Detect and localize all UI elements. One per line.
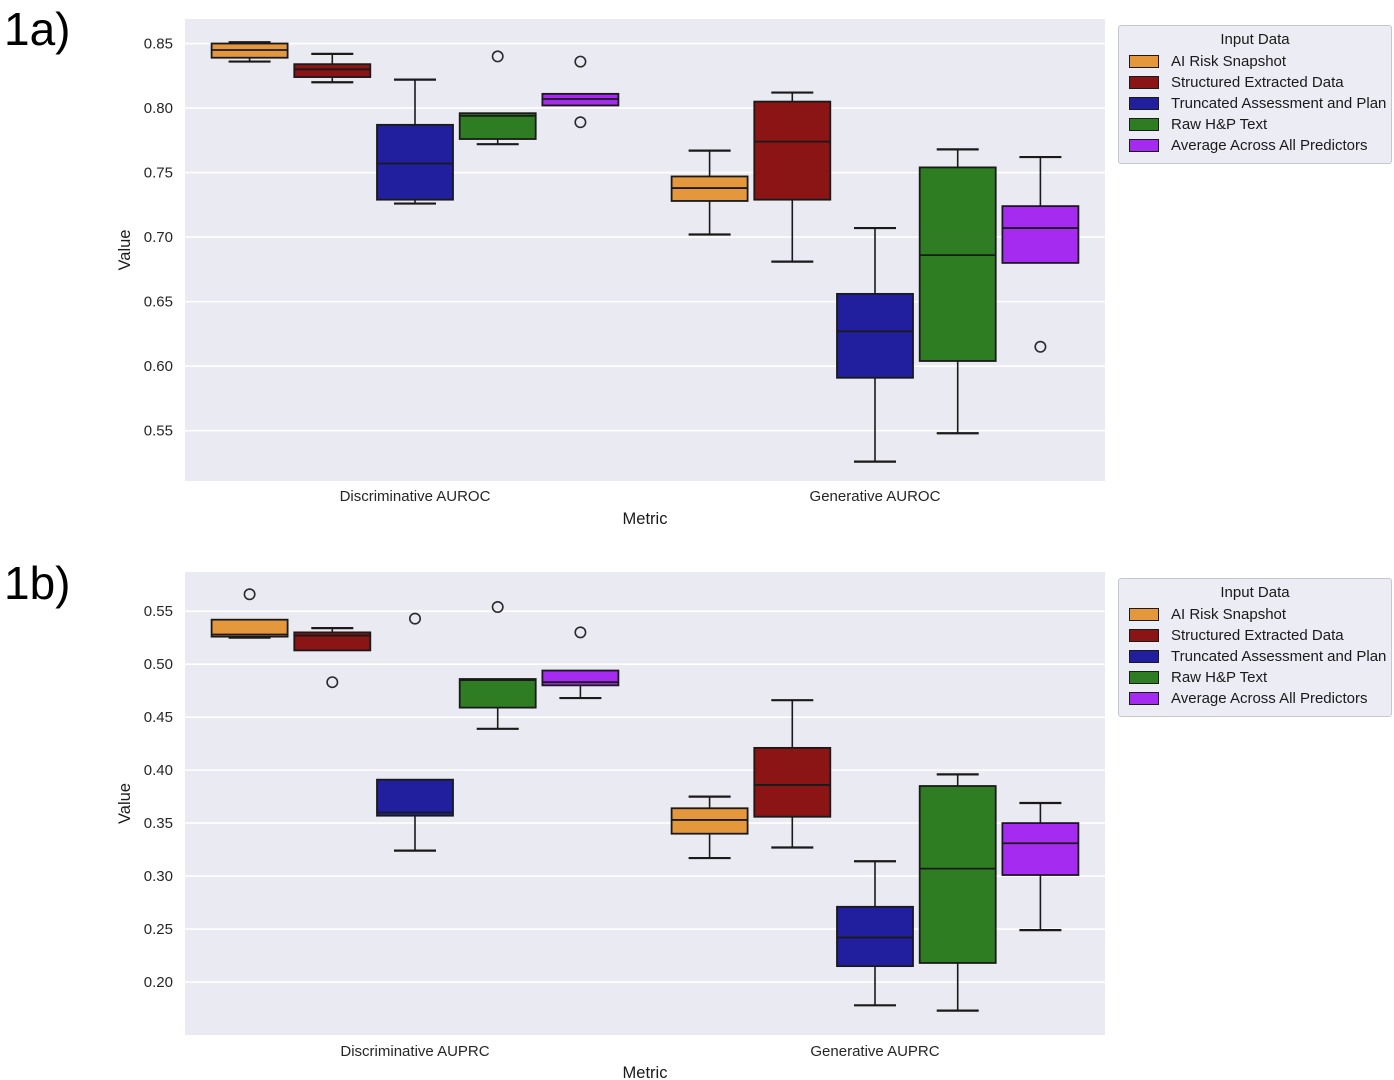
box-truncated-assessment-and-plan-discriminative-auroc	[376, 78, 454, 205]
legend-swatch	[1129, 97, 1159, 110]
legend-rows: AI Risk Snapshot Structured Extracted Dat…	[1129, 51, 1386, 156]
legend-swatch	[1129, 608, 1159, 621]
outlier-marker	[1034, 340, 1047, 353]
legend-item-label: Raw H&P Text	[1171, 669, 1268, 686]
outlier-marker	[326, 676, 339, 689]
legend-item: Truncated Assessment and Plan	[1129, 646, 1386, 667]
legend-item-label: Truncated Assessment and Plan	[1171, 648, 1387, 665]
box-raw-h-p-text-generative-auroc	[918, 148, 997, 435]
box-truncated-assessment-and-plan-discriminative-auprc	[376, 612, 454, 852]
box-ai-risk-snapshot-generative-auprc	[670, 795, 749, 860]
legend-swatch	[1129, 692, 1159, 705]
y-tick-label: 0.55	[144, 423, 173, 440]
x-tick-label: Discriminative AUROC	[340, 488, 491, 505]
box-structured-extracted-data-discriminative-auroc	[293, 52, 372, 84]
y-tick-label: 0.30	[144, 868, 173, 885]
box-average-across-all-predictors-discriminative-auprc	[541, 626, 620, 700]
legend-item-label: Structured Extracted Data	[1171, 627, 1344, 644]
y-axis-title: Value	[116, 230, 134, 271]
legend-swatch	[1129, 55, 1159, 68]
legend-item-label: AI Risk Snapshot	[1171, 606, 1287, 623]
y-tick-label: 0.70	[144, 229, 173, 246]
outlier-marker	[491, 50, 504, 63]
legend-item-label: Raw H&P Text	[1171, 116, 1268, 133]
y-tick-label: 0.50	[144, 656, 173, 673]
panel-label-1a: 1a)	[4, 3, 71, 55]
legend-item-label: Average Across All Predictors	[1171, 137, 1368, 154]
box-average-across-all-predictors-generative-auprc	[1001, 801, 1080, 932]
legend-item-label: AI Risk Snapshot	[1171, 53, 1287, 70]
legend-swatch	[1129, 139, 1159, 152]
x-tick-label: Generative AUPRC	[810, 1043, 939, 1060]
legend-item: Structured Extracted Data	[1129, 72, 1381, 93]
legend-item: Structured Extracted Data	[1129, 625, 1381, 646]
box-average-across-all-predictors-discriminative-auroc	[541, 55, 620, 129]
legend-rows: AI Risk Snapshot Structured Extracted Dat…	[1129, 604, 1386, 709]
outlier-marker	[408, 612, 421, 625]
legend-panel-1b: Input Data AI Risk Snapshot Structured Ex…	[1118, 578, 1392, 717]
box-raw-h-p-text-discriminative-auprc	[458, 600, 537, 730]
legend-item: AI Risk Snapshot	[1129, 51, 1381, 72]
legend-swatch	[1129, 76, 1159, 89]
legend-title: Input Data	[1220, 31, 1290, 48]
y-tick-label: 0.20	[144, 974, 173, 991]
y-tick-label: 0.25	[144, 921, 173, 938]
box-structured-extracted-data-discriminative-auprc	[293, 627, 372, 689]
box-structured-extracted-data-generative-auroc	[753, 91, 832, 263]
legend-item: Average Across All Predictors	[1129, 688, 1381, 709]
y-tick-label: 0.60	[144, 358, 173, 375]
boxplot-panel-1a: 0.85 0.80 0.75 0.70 0.65 0.60 0.55 Discriminati…	[116, 19, 1105, 528]
box-ai-risk-snapshot-generative-auroc	[670, 149, 749, 236]
y-tick-label: 0.80	[144, 100, 173, 117]
y-tick-label: 0.40	[144, 762, 173, 779]
outlier-marker	[243, 588, 256, 601]
legend-swatch	[1129, 650, 1159, 663]
legend-item: Raw H&P Text	[1129, 114, 1381, 135]
outlier-marker	[574, 626, 587, 639]
legend-swatch	[1129, 118, 1159, 131]
x-tick-label: Discriminative AUPRC	[340, 1043, 489, 1060]
y-tick-label: 0.35	[144, 815, 173, 832]
legend-panel-1a: Input Data AI Risk Snapshot Structured Ex…	[1118, 25, 1392, 164]
y-tick-label: 0.85	[144, 36, 173, 53]
legend-item-label: Structured Extracted Data	[1171, 74, 1344, 91]
box-truncated-assessment-and-plan-generative-auprc	[836, 860, 914, 1007]
box-structured-extracted-data-generative-auprc	[753, 699, 832, 849]
legend-item: Raw H&P Text	[1129, 667, 1381, 688]
boxplot-panel-1b: 0.55 0.50 0.45 0.40 0.35 0.30 0.25 0.20 Discrimi…	[116, 572, 1105, 1080]
box-ai-risk-snapshot-discriminative-auprc	[210, 588, 289, 639]
y-tick-label: 0.45	[144, 709, 173, 726]
y-tick-label: 0.55	[144, 603, 173, 620]
y-tick-label: 0.75	[144, 165, 173, 182]
legend-item-label: Average Across All Predictors	[1171, 690, 1368, 707]
legend-title: Input Data	[1220, 584, 1290, 601]
legend-swatch	[1129, 629, 1159, 642]
outlier-marker	[574, 116, 587, 129]
x-tick-label: Generative AUROC	[810, 488, 941, 505]
outlier-marker	[574, 55, 587, 68]
x-axis-title: Metric	[623, 510, 668, 528]
box-ai-risk-snapshot-discriminative-auroc	[210, 41, 289, 63]
legend-item: AI Risk Snapshot	[1129, 604, 1381, 625]
outlier-marker	[491, 600, 504, 613]
legend-item-label: Truncated Assessment and Plan	[1171, 95, 1387, 112]
panel-label-1b: 1b)	[4, 557, 71, 609]
legend-swatch	[1129, 671, 1159, 684]
y-axis-title: Value	[116, 783, 134, 824]
box-truncated-assessment-and-plan-generative-auroc	[836, 226, 914, 463]
legend-item: Average Across All Predictors	[1129, 135, 1381, 156]
box-raw-h-p-text-discriminative-auroc	[458, 50, 537, 146]
box-raw-h-p-text-generative-auprc	[918, 773, 997, 1012]
x-axis-title: Metric	[623, 1064, 668, 1080]
box-average-across-all-predictors-generative-auroc	[1001, 155, 1080, 353]
legend-item: Truncated Assessment and Plan	[1129, 93, 1386, 114]
y-tick-label: 0.65	[144, 294, 173, 311]
